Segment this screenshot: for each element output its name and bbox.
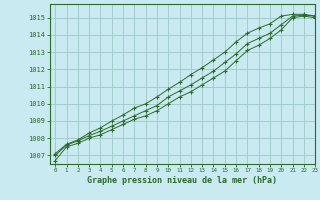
X-axis label: Graphe pression niveau de la mer (hPa): Graphe pression niveau de la mer (hPa): [87, 176, 277, 185]
